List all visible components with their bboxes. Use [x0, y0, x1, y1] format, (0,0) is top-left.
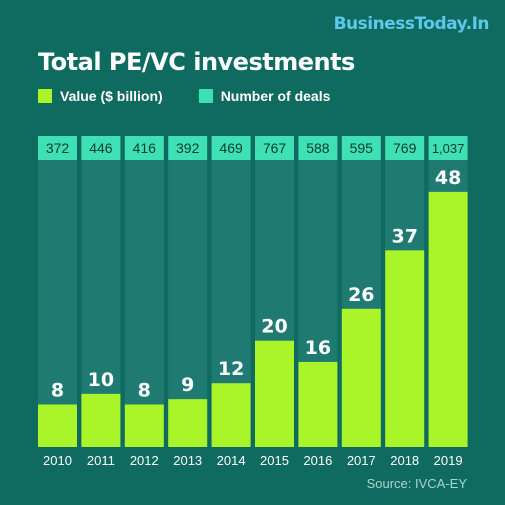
deals-label: 416 [133, 140, 157, 156]
value-bar [81, 393, 121, 447]
value-bar [124, 404, 164, 447]
value-label: 9 [181, 374, 194, 396]
legend-label-value: Value ($ billion) [60, 88, 163, 104]
x-tick-label: 2013 [173, 453, 202, 468]
deals-label: 469 [219, 140, 243, 156]
column-background [38, 160, 77, 447]
value-bar [341, 308, 381, 447]
deals-label: 595 [350, 140, 374, 156]
legend: Value ($ billion) Number of deals [38, 88, 366, 104]
deals-box [211, 136, 251, 160]
legend-swatch-value [38, 89, 52, 103]
deals-label: 372 [46, 140, 70, 156]
deals-label: 769 [393, 140, 417, 156]
legend-item-deals: Number of deals [198, 88, 331, 104]
legend-swatch-deals [198, 89, 213, 103]
x-tick-label: 2018 [390, 453, 419, 468]
value-bar [211, 383, 251, 447]
x-tick-label: 2012 [130, 453, 159, 468]
deals-label: 392 [176, 140, 200, 156]
x-tick-label: 2011 [87, 453, 115, 468]
value-bar [38, 404, 77, 447]
deals-label: 588 [306, 140, 330, 156]
legend-item-value: Value ($ billion) [38, 88, 163, 104]
value-label: 10 [88, 369, 114, 391]
value-bar [298, 361, 338, 447]
deals-label: 446 [89, 140, 113, 156]
deals-label: 767 [263, 140, 287, 156]
value-label: 8 [138, 379, 151, 401]
value-bar [168, 399, 208, 447]
deals-box [341, 136, 381, 160]
x-tick-label: 2017 [347, 453, 376, 468]
deals-label: 1,037 [432, 141, 465, 156]
value-label: 48 [435, 167, 461, 189]
legend-label-deals: Number of deals [220, 88, 331, 104]
deals-box [38, 136, 77, 160]
x-tick-label: 2014 [217, 453, 246, 468]
chart-title: Total PE/VC investments [38, 48, 355, 76]
x-tick-label: 2016 [303, 453, 332, 468]
x-tick-label: 2010 [43, 453, 72, 468]
deals-box [124, 136, 164, 160]
x-tick-label: 2019 [434, 453, 463, 468]
brand-logo: BusinessToday.In [333, 14, 490, 34]
column-background [124, 160, 164, 447]
value-label: 12 [218, 358, 244, 380]
value-label: 26 [348, 284, 374, 306]
deals-box [81, 136, 121, 160]
x-tick-label: 2015 [260, 453, 289, 468]
value-bar [255, 340, 294, 447]
deals-box [298, 136, 338, 160]
deals-box [385, 136, 425, 160]
deals-box [168, 136, 208, 160]
source-note: Source: IVCA-EY [366, 476, 467, 491]
value-label: 8 [51, 379, 64, 401]
deals-box [255, 136, 294, 160]
value-label: 37 [391, 225, 417, 247]
deals-box [428, 136, 468, 160]
value-bar [428, 191, 468, 447]
value-label: 20 [261, 316, 287, 338]
value-label: 16 [305, 337, 331, 359]
value-bar [385, 250, 425, 447]
